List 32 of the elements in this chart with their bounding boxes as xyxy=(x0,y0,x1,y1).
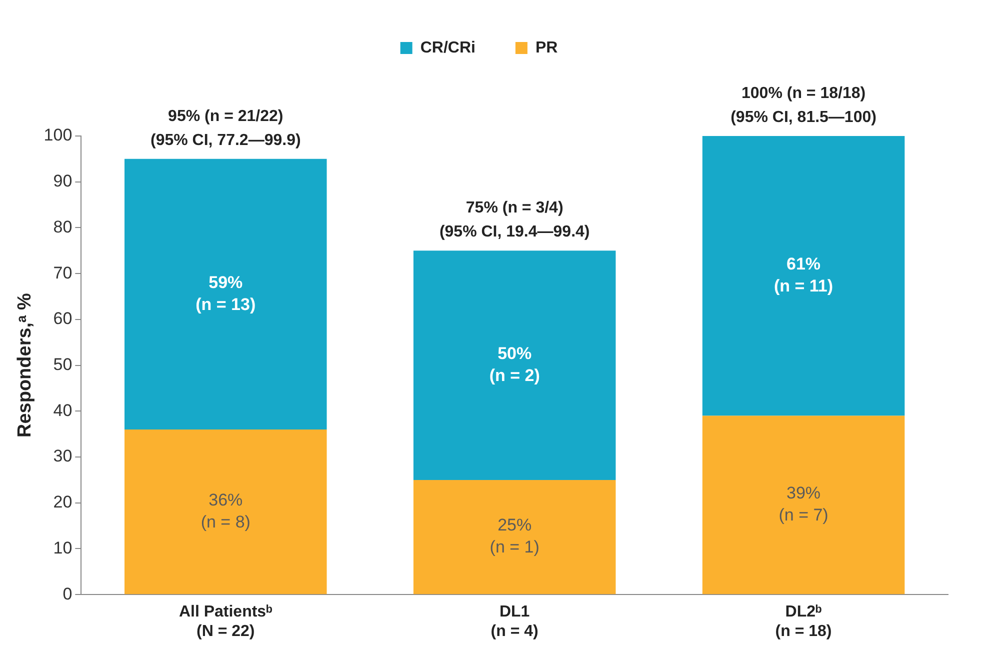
total-label: 75% (n = 3/4) (95% CI, 19.4—99.4) xyxy=(439,200,590,241)
bar xyxy=(124,430,327,594)
bar xyxy=(702,416,905,594)
y-tick-label: 60 xyxy=(53,309,72,328)
y-tick-label: 100 xyxy=(44,126,72,145)
y-tick-label: 0 xyxy=(62,584,72,604)
y-tick-label: 70 xyxy=(53,263,72,282)
y-tick-label: 30 xyxy=(53,446,72,466)
y-tick-label: 90 xyxy=(53,172,72,191)
data-label: 36% (n = 8) xyxy=(200,490,250,532)
y-tick-label: 10 xyxy=(53,538,72,558)
x-tick-label: DL2ᵇ (n = 18) xyxy=(775,604,832,640)
data-label: 61% (n = 11) xyxy=(774,254,834,296)
data-label: 25% (n = 1) xyxy=(490,516,540,557)
bar xyxy=(413,250,616,480)
y-tick-label: 50 xyxy=(53,354,72,374)
legend-label: CR/CRi xyxy=(420,39,476,56)
y-tick-label: 20 xyxy=(53,492,72,512)
x-tick-label: All Patientsᵇ (N = 22) xyxy=(178,604,272,640)
y-axis-title: Responders,ᵃ % xyxy=(14,292,36,438)
y-tick-label: 40 xyxy=(53,400,72,420)
bar xyxy=(124,158,327,430)
y-tick-label: 80 xyxy=(53,217,72,236)
data-label: 50% (n = 2) xyxy=(489,344,540,385)
x-tick-label: DL1 (n = 4) xyxy=(490,604,538,640)
total-label: 95% (n = 21/22) (95% CI, 77.2—99.9) xyxy=(150,108,301,149)
total-label: 100% (n = 18/18) (95% CI, 81.5—100) xyxy=(730,85,876,126)
data-label: 39% (n = 7) xyxy=(778,484,828,525)
legend-label: PR xyxy=(535,39,558,56)
data-label: 59% (n = 13) xyxy=(196,272,256,314)
bar xyxy=(413,480,616,594)
bar xyxy=(702,136,905,416)
